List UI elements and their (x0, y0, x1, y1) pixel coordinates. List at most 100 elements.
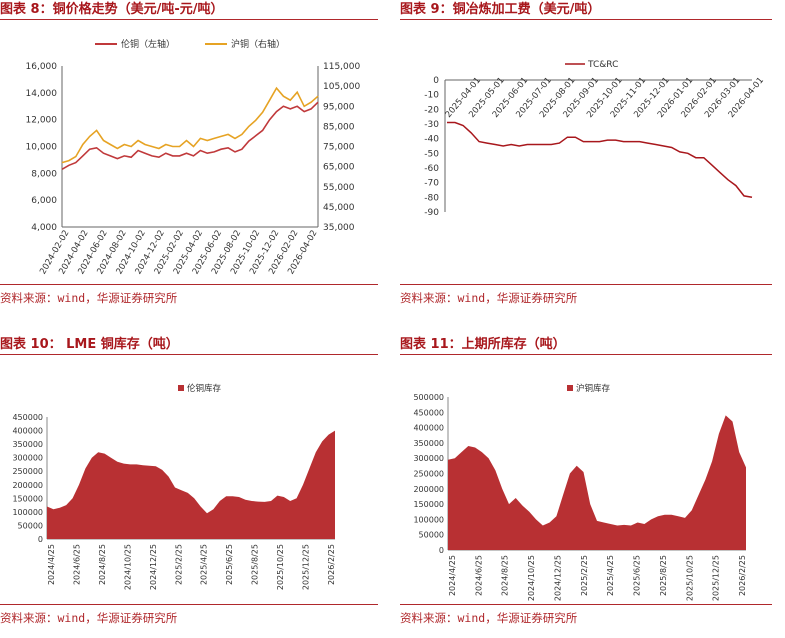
y-tick-label: 300000 (413, 454, 444, 463)
x-tick-label: 2024/10/25 (123, 544, 132, 590)
y-tick-label-left: 10,000 (26, 143, 58, 153)
y-tick-label: 250000 (413, 470, 444, 479)
x-tick-label: 2024/6/25 (474, 555, 483, 596)
y-tick-label-left: 6,000 (31, 196, 57, 206)
series-line-1 (61, 86, 319, 164)
legend-label: 伦铜（左轴） (121, 38, 175, 50)
legend-label: 沪铜库存 (576, 383, 611, 394)
y-tick-label: 50000 (18, 521, 43, 530)
y-tick-label: -80 (424, 193, 439, 203)
legend-swatch (178, 385, 184, 391)
y-tick-label: 300000 (12, 454, 43, 463)
y-tick-label: 350000 (413, 439, 444, 448)
x-tick-label: 2025/12/25 (712, 555, 721, 601)
y-tick-label: 0 (38, 535, 43, 544)
title-rule (400, 19, 772, 20)
y-tick-label-right: 85,000 (323, 122, 355, 132)
y-tick-label: 500000 (413, 393, 444, 402)
source-note: 资料来源：wind，华源证券研究所 (0, 611, 178, 625)
y-tick-label: 200000 (12, 481, 43, 490)
y-tick-label: -10 (424, 91, 439, 101)
panel-title: 图表 9：铜冶炼加工费（美元/吨） (400, 2, 601, 17)
x-tick-label: 2024/10/25 (527, 555, 536, 601)
inventory-area (448, 415, 746, 550)
x-tick-label: 2025/6/25 (633, 555, 642, 596)
y-tick-label: 450000 (413, 408, 444, 417)
x-tick-label: 2024/4/25 (448, 555, 457, 596)
source-rule (0, 604, 378, 605)
x-tick-label: 2024/6/25 (72, 544, 81, 585)
y-tick-label: 50000 (419, 531, 444, 540)
x-tick-label: 2025/6/25 (225, 544, 234, 585)
shfe-inventory-chart: 0 50000 100000 150000 200000 250000 300000 3500… (413, 383, 747, 601)
y-tick-label-left: 4,000 (31, 223, 57, 233)
x-tick-label: 2025/10/25 (276, 544, 285, 590)
y-tick-label: 0 (439, 546, 444, 555)
panel-title: 图表 8：铜价格走势（美元/吨-元/吨） (0, 2, 224, 17)
x-tick-label: 2026/2/25 (327, 544, 336, 585)
source-note: 资料来源：wind，华源证券研究所 (400, 291, 578, 305)
copper-price-chart: 4,000 6,000 8,000 10,000 12,000 14,000 16,000 3… (26, 38, 361, 276)
lme-inventory-chart: 0 50000 100000 150000 200000 250000 300000 3500… (12, 383, 336, 590)
y-tick-label: 450000 (12, 413, 43, 422)
y-tick-label-right: 55,000 (323, 183, 355, 193)
y-tick-label: 100000 (12, 508, 43, 517)
y-tick-label: -40 (424, 135, 439, 145)
x-tick-label: 2025/8/25 (251, 544, 260, 585)
series-line-0 (61, 101, 319, 170)
title-rule (0, 354, 378, 355)
y-tick-label: 100000 (413, 515, 444, 524)
y-tick-label: 0 (433, 76, 439, 86)
y-tick-label: 250000 (12, 467, 43, 476)
y-tick-label-left: 12,000 (26, 116, 58, 126)
x-tick-label: 2025/12/25 (302, 544, 311, 590)
x-tick-label: 2024/8/25 (98, 544, 107, 585)
title-rule (400, 354, 772, 355)
legend-swatch (567, 385, 573, 391)
series-line-tcrc (447, 121, 753, 199)
legend-label: TC&RC (587, 60, 618, 70)
panel-title: 图表 11：上期所库存（吨） (400, 337, 566, 352)
x-tick-label: 2026/2/25 (738, 555, 747, 596)
y-tick-label: -20 (424, 105, 439, 115)
y-tick-label: -30 (424, 120, 439, 130)
source-rule (400, 284, 772, 285)
y-tick-label: 150000 (413, 500, 444, 509)
y-tick-label: 400000 (12, 427, 43, 436)
x-tick-label: 2025/10/25 (685, 555, 694, 601)
title-rule (0, 19, 378, 20)
y-tick-label-left: 8,000 (31, 169, 57, 179)
y-tick-label-right: 105,000 (323, 82, 360, 92)
y-tick-label-right: 75,000 (323, 143, 355, 153)
source-note: 资料来源：wind，华源证券研究所 (400, 611, 578, 625)
legend-label: 沪铜（右轴） (231, 38, 285, 50)
x-tick-label: 2025/2/25 (580, 555, 589, 596)
source-rule (0, 284, 378, 285)
y-tick-label-left: 16,000 (26, 62, 58, 72)
x-tick-label: 2024/8/25 (501, 555, 510, 596)
y-tick-label: -50 (424, 149, 439, 159)
y-tick-label: 350000 (12, 440, 43, 449)
x-tick-label: 2025/2/25 (174, 544, 183, 585)
inventory-area (47, 430, 335, 539)
x-tick-label: 2025/4/25 (200, 544, 209, 585)
source-rule (400, 604, 772, 605)
y-tick-label: -60 (424, 164, 439, 174)
tcrc-chart: 0-10-20-30-40-50-60-70-80-902025-04-0120… (424, 60, 766, 218)
legend-label: 伦铜库存 (187, 383, 222, 394)
y-tick-label: 150000 (12, 494, 43, 503)
panel-title: 图表 10： LME 铜库存（吨） (0, 337, 179, 352)
y-tick-label-left: 14,000 (26, 89, 58, 99)
y-tick-label: 400000 (413, 424, 444, 433)
y-tick-label-right: 65,000 (323, 163, 355, 173)
y-tick-label-right: 95,000 (323, 102, 355, 112)
x-tick-label: 2024/4/25 (47, 544, 56, 585)
y-tick-label-right: 45,000 (323, 203, 355, 213)
y-tick-label-right: 35,000 (323, 223, 355, 233)
x-tick-label: 2024/12/25 (553, 555, 562, 601)
y-tick-label-right: 115,000 (323, 62, 360, 72)
x-tick-label: 2024/12/25 (149, 544, 158, 590)
x-tick-label: 2025/8/25 (659, 555, 668, 596)
y-tick-label: -70 (424, 179, 439, 189)
source-note: 资料来源：wind，华源证券研究所 (0, 291, 178, 305)
